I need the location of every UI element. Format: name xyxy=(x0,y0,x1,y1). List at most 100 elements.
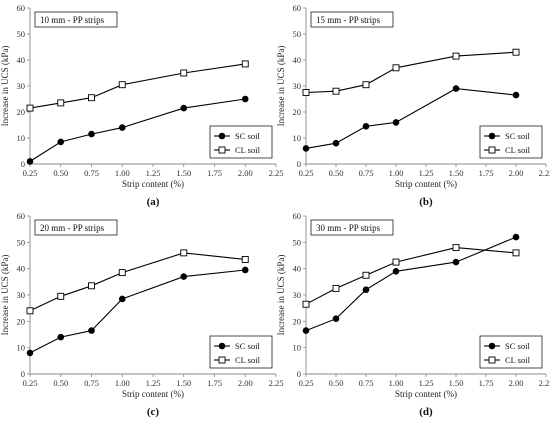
x-tick-label: 0.75 xyxy=(359,168,374,178)
x-tick-label: 0.50 xyxy=(329,168,344,178)
data-point xyxy=(512,48,520,56)
data-point xyxy=(392,119,400,126)
legend-label: SC soil xyxy=(505,341,530,351)
data-point xyxy=(302,89,310,96)
series-line xyxy=(305,236,517,332)
y-tick-label: 0 xyxy=(21,369,25,379)
data-point xyxy=(180,69,188,77)
data-point xyxy=(362,271,370,279)
data-point xyxy=(241,60,249,68)
legend: SC soil CL soil xyxy=(209,335,273,369)
legend-marker xyxy=(488,356,496,364)
panel-b: 0 10 20 30 40 50 60 0.25 0.50 0.75 1.00 1.25 1.50 1.7… xyxy=(276,3,550,208)
panel-label: (d) xyxy=(419,406,433,418)
x-tick-label: 2.25 xyxy=(539,168,550,178)
data-point xyxy=(512,233,520,241)
x-tick-label: 1.25 xyxy=(419,378,434,388)
y-tick-label: 0 xyxy=(297,159,301,169)
series-sc-soil xyxy=(26,266,249,357)
series-sc-soil xyxy=(302,233,520,334)
legend-item: SC soil xyxy=(484,341,530,351)
x-tick-label: 1.50 xyxy=(449,378,464,388)
legend: SC soil CL soil xyxy=(479,125,543,159)
data-point xyxy=(26,349,34,357)
y-tick-label: 10 xyxy=(293,133,302,143)
y-tick-label: 20 xyxy=(17,316,26,326)
data-point xyxy=(88,282,95,290)
data-point xyxy=(392,258,400,266)
data-point xyxy=(118,124,126,131)
x-tick-label: 1.25 xyxy=(146,378,161,388)
legend-label: CL soil xyxy=(505,145,531,155)
legend-label: CL soil xyxy=(235,355,261,365)
legend-label: SC soil xyxy=(505,131,530,141)
data-point xyxy=(362,123,370,130)
series-line xyxy=(305,247,517,305)
x-tick-label: 1.00 xyxy=(389,168,404,178)
y-axis-label: Increase in UCS (kPa) xyxy=(276,255,286,336)
x-tick-label: 0.75 xyxy=(359,378,374,388)
data-point xyxy=(452,52,460,60)
series-sc-soil xyxy=(302,85,520,152)
series-line xyxy=(29,269,246,354)
x-tick-label: 1.00 xyxy=(115,168,130,178)
data-point xyxy=(452,244,460,252)
data-point xyxy=(57,99,65,107)
x-tick-label: 2.00 xyxy=(238,168,253,178)
y-tick-label: 50 xyxy=(293,237,302,247)
x-tick-label: 1.75 xyxy=(207,168,222,178)
data-point xyxy=(26,158,34,165)
series-line xyxy=(305,88,517,149)
legend-marker xyxy=(218,132,226,140)
chart-title: 15 mm - PP strips xyxy=(316,15,381,25)
data-point xyxy=(302,300,310,308)
series-sc-soil xyxy=(26,95,249,165)
y-tick-label: 10 xyxy=(17,343,26,353)
title-frame xyxy=(310,11,394,28)
data-point xyxy=(118,269,126,277)
chart-title-box: 20 mm - PP strips xyxy=(34,219,118,236)
x-tick-label: 0.50 xyxy=(329,378,344,388)
data-point xyxy=(57,138,65,146)
y-tick-label: 30 xyxy=(17,81,26,91)
series-line xyxy=(305,51,517,94)
y-tick-label: 50 xyxy=(17,237,26,247)
series-line xyxy=(29,98,246,162)
data-point xyxy=(302,145,310,152)
legend-marker xyxy=(218,146,226,154)
x-axis-label: Strip content (%) xyxy=(395,389,457,399)
x-tick-label: 1.00 xyxy=(389,378,404,388)
y-tick-label: 40 xyxy=(17,55,26,65)
series-cl-soil xyxy=(26,249,249,315)
y-tick-label: 50 xyxy=(17,29,26,39)
x-tick-label: 1.50 xyxy=(449,168,464,178)
legend-label: SC soil xyxy=(235,341,260,351)
x-tick-label: 1.00 xyxy=(115,378,130,388)
data-point xyxy=(26,307,34,315)
x-tick-label: 0.25 xyxy=(299,378,314,388)
data-point xyxy=(57,292,65,300)
legend-item: CL soil xyxy=(214,355,261,365)
chart-title: 30 mm - PP strips xyxy=(316,223,381,233)
x-tick-label: 0.50 xyxy=(53,378,68,388)
data-point xyxy=(512,91,520,99)
legend-item: SC soil xyxy=(214,341,260,351)
y-tick-label: 10 xyxy=(293,343,302,353)
data-point xyxy=(362,81,370,89)
panel-label: (a) xyxy=(147,196,160,208)
legend-item: CL soil xyxy=(214,145,261,155)
x-tick-label: 1.25 xyxy=(419,168,434,178)
y-tick-label: 30 xyxy=(293,81,302,91)
y-tick-label: 20 xyxy=(293,107,302,117)
data-point xyxy=(302,327,310,334)
data-point xyxy=(392,267,400,275)
x-tick-label: 2.25 xyxy=(539,378,550,388)
y-tick-label: 0 xyxy=(21,159,25,169)
y-tick-label: 10 xyxy=(17,133,26,143)
legend-item: SC soil xyxy=(484,131,530,141)
data-point xyxy=(332,284,340,292)
legend-label: CL soil xyxy=(505,355,531,365)
legend-marker xyxy=(218,356,226,364)
y-tick-label: 30 xyxy=(17,290,26,300)
legend-marker xyxy=(488,132,496,140)
